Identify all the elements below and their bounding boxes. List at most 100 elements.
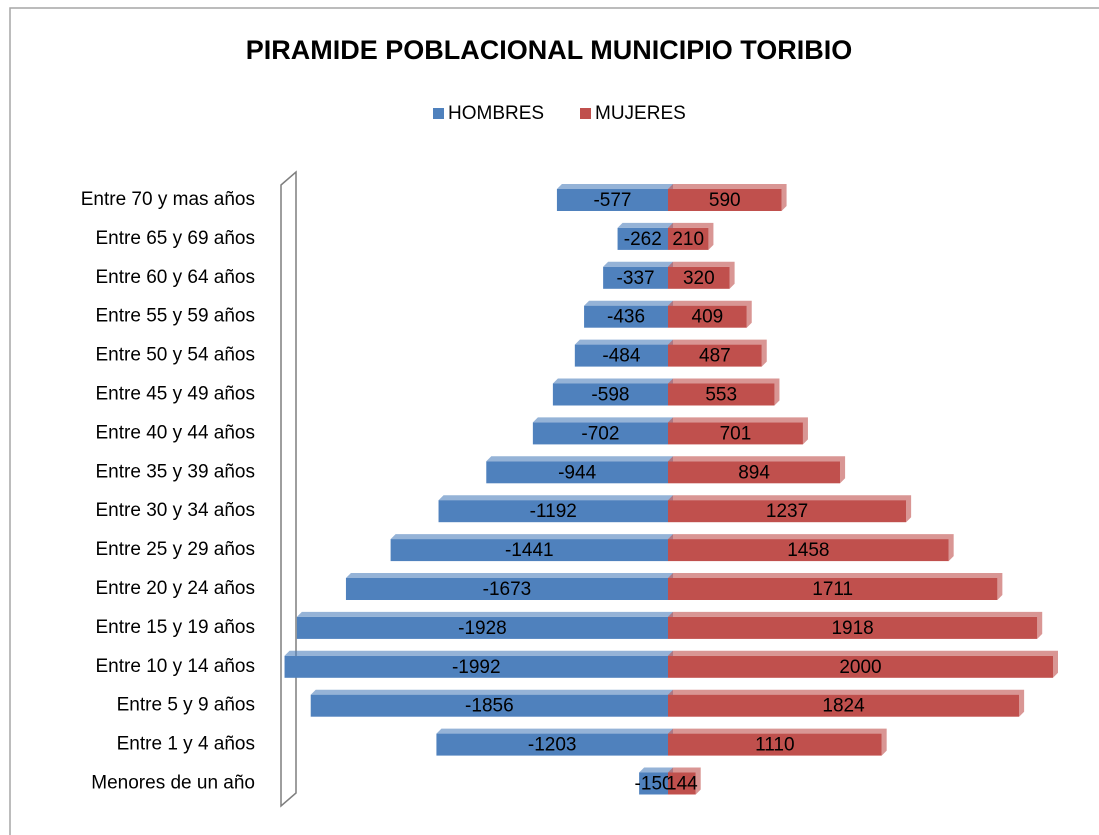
data-label: 1824 — [822, 696, 865, 717]
bar-depth — [668, 300, 752, 328]
chart-title: PIRAMIDE POBLACIONAL MUNICIPIO TORIBIO — [246, 35, 853, 65]
bar — [436, 733, 668, 756]
bar — [310, 694, 668, 717]
category-label: Entre 50 y 54 años — [96, 345, 256, 366]
bar — [639, 772, 668, 795]
bar-depth — [310, 689, 673, 717]
data-label: 210 — [672, 229, 704, 250]
bar-depth — [436, 728, 673, 756]
data-label: 2000 — [839, 657, 881, 678]
data-label: -337 — [617, 268, 655, 289]
bar — [668, 383, 775, 406]
data-label: -1441 — [505, 540, 554, 561]
bar-depth — [486, 456, 673, 484]
category-label: Entre 30 y 34 años — [96, 500, 256, 521]
bar — [668, 616, 1038, 639]
bar — [574, 344, 668, 367]
data-label: -702 — [581, 423, 619, 444]
bar-depth — [668, 767, 701, 795]
bar-depth — [668, 417, 808, 445]
bar-depth — [284, 650, 673, 678]
data-label: -436 — [607, 307, 645, 328]
category-label: Entre 25 y 29 años — [96, 539, 256, 560]
data-label: -1928 — [458, 618, 507, 639]
category-label: Entre 10 y 14 años — [96, 656, 256, 677]
bar-depth — [603, 261, 673, 289]
data-label: 590 — [709, 190, 741, 211]
bar-depth — [668, 650, 1058, 678]
data-label: -598 — [591, 385, 629, 406]
bar — [284, 655, 668, 678]
data-label: 1918 — [831, 618, 873, 639]
data-label: 144 — [666, 774, 698, 795]
bar — [668, 422, 803, 445]
category-label: Entre 35 y 39 años — [96, 461, 256, 482]
bar-depth — [668, 378, 780, 406]
bar — [532, 422, 668, 445]
category-label: Entre 15 y 19 años — [96, 617, 256, 638]
bar-depth — [532, 417, 673, 445]
legend-swatch — [433, 108, 444, 119]
data-label: -150 — [635, 774, 673, 795]
bar-depth — [556, 184, 673, 211]
bar — [617, 227, 668, 250]
bar — [668, 733, 882, 756]
bar — [668, 189, 782, 211]
bar-depth — [390, 534, 673, 562]
data-label: -1673 — [483, 579, 532, 600]
data-label: -1192 — [530, 501, 577, 522]
data-label: 487 — [699, 346, 731, 367]
bar-depth — [552, 378, 673, 406]
category-label: Entre 70 y mas años — [81, 189, 255, 210]
category-label: Entre 20 y 24 años — [96, 578, 256, 599]
category-label: Entre 40 y 44 años — [96, 422, 256, 443]
bar-depth — [574, 339, 673, 367]
bar-depth — [668, 573, 1003, 600]
bar — [668, 461, 841, 484]
bar-depth — [438, 495, 673, 523]
bar-depth — [668, 222, 714, 250]
category-label: Entre 1 y 4 años — [117, 734, 255, 755]
bar-depth — [668, 339, 767, 367]
bar — [552, 383, 668, 406]
category-label: Entre 45 y 49 años — [96, 384, 256, 405]
data-label: -262 — [624, 229, 662, 250]
data-label: -1203 — [528, 735, 577, 756]
bar — [584, 305, 668, 328]
bar-depth — [668, 456, 846, 484]
bar-depth — [668, 184, 787, 211]
data-label: -1856 — [465, 696, 514, 717]
bar — [486, 461, 668, 484]
bar — [603, 266, 668, 289]
bar — [345, 578, 668, 600]
bar — [668, 266, 730, 289]
data-label: 409 — [692, 307, 724, 328]
bar-depth — [668, 261, 735, 289]
bar — [668, 344, 762, 367]
bar — [668, 539, 949, 562]
category-label: Entre 60 y 64 años — [96, 267, 256, 288]
bar-depth — [668, 728, 887, 756]
category-label: Menores de un año — [91, 773, 255, 794]
bar — [668, 227, 709, 250]
data-label: -484 — [602, 346, 640, 367]
bar — [390, 539, 668, 562]
bar — [668, 772, 696, 795]
bar-depth — [584, 300, 673, 328]
data-label: 894 — [738, 462, 770, 483]
bar — [668, 694, 1020, 717]
bar — [668, 578, 998, 600]
category-label: Entre 55 y 59 años — [96, 306, 256, 327]
data-label: -944 — [558, 462, 596, 483]
legend-label: HOMBRES — [448, 103, 544, 124]
bar — [438, 500, 668, 523]
data-label: 1711 — [812, 579, 853, 600]
legend-label: MUJERES — [595, 103, 686, 124]
data-label: 1458 — [787, 540, 829, 561]
bar — [296, 616, 668, 639]
data-label: 1110 — [755, 735, 794, 756]
data-label: 553 — [705, 385, 737, 406]
category-label: Entre 5 y 9 años — [117, 695, 255, 716]
data-label: -577 — [593, 190, 631, 211]
